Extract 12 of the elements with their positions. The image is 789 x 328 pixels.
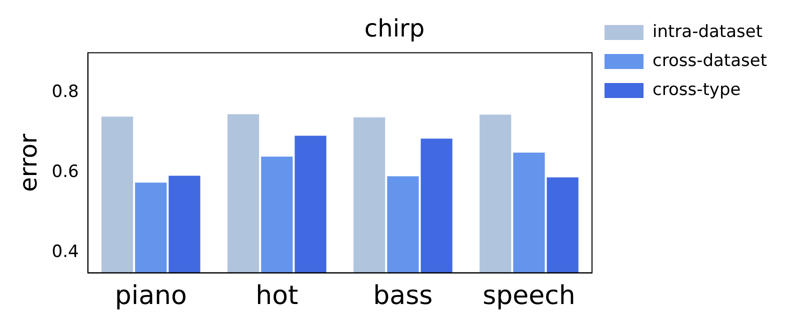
x-tick-label: hot (256, 281, 298, 312)
x-tick-label: piano (114, 281, 187, 312)
chart-title: chirp (364, 14, 425, 43)
y-tick-label: 0.6 (52, 162, 79, 182)
legend-label: intra-dataset (652, 22, 763, 42)
x-tick-label: bass (373, 281, 433, 312)
y-tick-label: 0.4 (52, 242, 79, 262)
legend-label: cross-dataset (652, 50, 768, 71)
y-tick-label: 0.8 (52, 82, 79, 102)
x-tick-label: speech (482, 281, 576, 312)
legend-label: cross-type (652, 80, 741, 100)
y-axis-title: error (14, 134, 43, 192)
